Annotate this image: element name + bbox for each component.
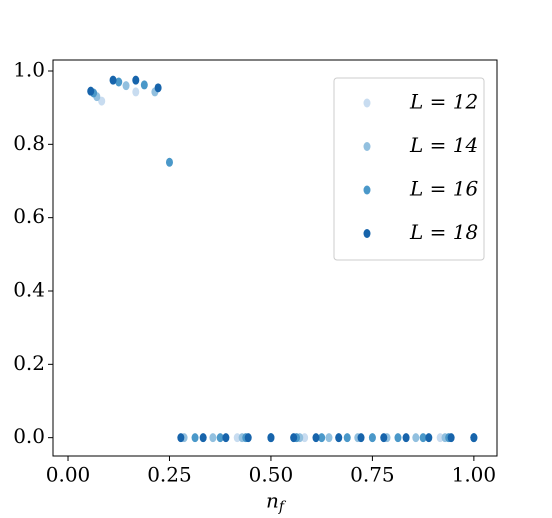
point bbox=[318, 433, 326, 443]
point bbox=[335, 433, 343, 443]
point bbox=[402, 433, 410, 443]
point bbox=[419, 433, 427, 443]
point bbox=[132, 87, 140, 97]
x-tick-label: 0.00 bbox=[46, 463, 91, 487]
legend-marker bbox=[363, 142, 371, 151]
point bbox=[447, 433, 455, 443]
point bbox=[412, 433, 420, 443]
point bbox=[301, 433, 309, 443]
legend-marker bbox=[363, 229, 371, 238]
legend-label: L = 18 bbox=[409, 220, 478, 244]
point bbox=[470, 433, 478, 443]
legend-label: L = 12 bbox=[409, 90, 478, 114]
point bbox=[132, 75, 140, 85]
point bbox=[115, 77, 123, 87]
y-tick-label: 0.4 bbox=[13, 278, 45, 302]
point bbox=[140, 80, 148, 90]
point bbox=[312, 433, 320, 443]
legend-marker bbox=[363, 98, 371, 108]
point bbox=[122, 81, 130, 91]
legend-marker bbox=[363, 185, 371, 195]
point bbox=[325, 433, 333, 443]
point bbox=[216, 433, 224, 443]
point bbox=[343, 433, 351, 443]
point bbox=[233, 433, 241, 443]
y-tick-label: 0.8 bbox=[13, 131, 45, 155]
legend-label: L = 14 bbox=[409, 133, 478, 157]
point bbox=[436, 433, 444, 443]
point bbox=[165, 157, 173, 167]
x-axis-label: nf bbox=[266, 489, 287, 516]
y-tick-label: 1.0 bbox=[13, 58, 45, 82]
point bbox=[425, 433, 433, 443]
legend-label: L = 16 bbox=[409, 177, 478, 201]
x-tick-label: 0.25 bbox=[147, 463, 192, 487]
y-tick-label: 0.2 bbox=[13, 351, 45, 375]
point bbox=[368, 433, 376, 443]
point bbox=[154, 83, 162, 93]
plot-frame bbox=[52, 59, 498, 457]
point bbox=[222, 433, 230, 443]
point bbox=[87, 86, 95, 96]
point bbox=[199, 433, 207, 443]
point bbox=[380, 433, 388, 443]
point bbox=[357, 433, 365, 443]
point bbox=[244, 433, 252, 443]
x-tick-label: 0.50 bbox=[249, 463, 294, 487]
point bbox=[267, 433, 275, 443]
y-tick-label: 0.6 bbox=[13, 204, 45, 228]
x-tick-label: 1.00 bbox=[452, 463, 497, 487]
point bbox=[290, 433, 298, 443]
x-tick-label: 0.75 bbox=[350, 463, 395, 487]
point bbox=[109, 75, 117, 85]
y-tick-label: 0.0 bbox=[13, 424, 45, 448]
point bbox=[394, 433, 402, 443]
point bbox=[98, 96, 106, 106]
point bbox=[209, 433, 217, 443]
legend-box bbox=[333, 77, 485, 261]
point bbox=[191, 433, 199, 443]
point bbox=[177, 433, 185, 443]
